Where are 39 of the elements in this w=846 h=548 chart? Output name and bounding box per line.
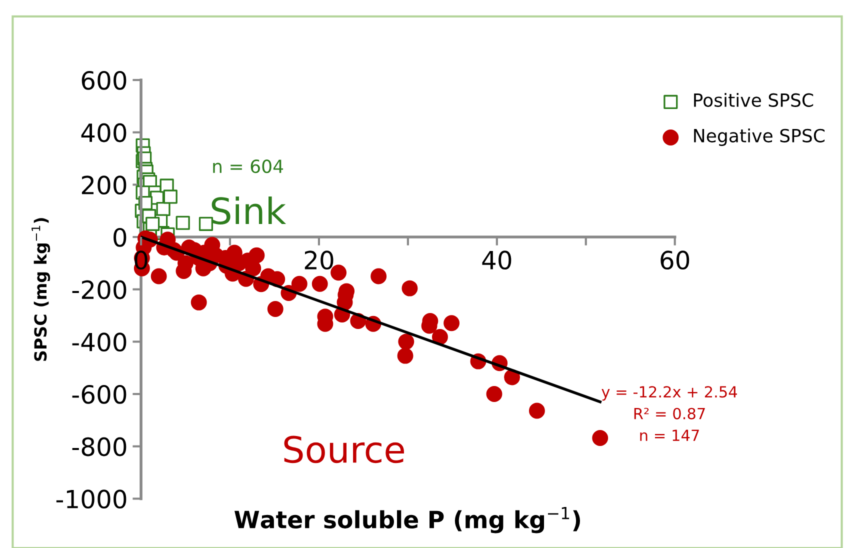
x-tick-label: 40	[482, 250, 512, 270]
point	[370, 268, 387, 284]
y-tick-label: -1000	[56, 490, 126, 509]
x-tick-label: 60	[660, 250, 690, 270]
point	[397, 348, 414, 364]
point	[398, 334, 414, 350]
point	[486, 386, 502, 402]
point	[198, 216, 214, 231]
point	[444, 315, 460, 332]
point	[163, 190, 178, 204]
y-tick-label: 0	[114, 228, 126, 247]
point	[176, 216, 190, 230]
point	[592, 430, 608, 446]
point	[150, 268, 167, 284]
point	[190, 294, 207, 310]
point	[291, 276, 308, 292]
y-tick-label: -800	[72, 437, 126, 456]
y-tick-label: 400	[81, 123, 126, 142]
point	[402, 280, 418, 296]
annotation: n = 604	[213, 160, 284, 174]
y-tick-label: -200	[72, 280, 126, 300]
point	[528, 402, 545, 419]
point	[248, 247, 265, 264]
y-tick-label: 200	[82, 176, 126, 195]
annotation: Source	[284, 436, 404, 464]
x-tick-label: 20	[304, 250, 334, 270]
point	[267, 300, 284, 317]
annotation: y = -12.2x + 2.54 R² = 0.87 n = 147	[602, 386, 737, 441]
y-tick-label: 600	[82, 70, 126, 90]
point	[312, 276, 328, 292]
legend-label: Negative SPSC	[694, 128, 825, 146]
annotation: Sink	[212, 196, 286, 224]
y-axis-title: SPSC (mg kg$^{−1}$)	[32, 218, 50, 361]
legend-label: Positive SPSC	[694, 92, 814, 107]
y-tick-label: -400	[72, 332, 126, 352]
x-tick-label: 0	[134, 250, 148, 270]
x-axis-title: Water soluble P (mg kg$^{−1}$)	[234, 507, 580, 534]
y-tick-label: -600	[72, 384, 126, 404]
point	[432, 328, 448, 345]
